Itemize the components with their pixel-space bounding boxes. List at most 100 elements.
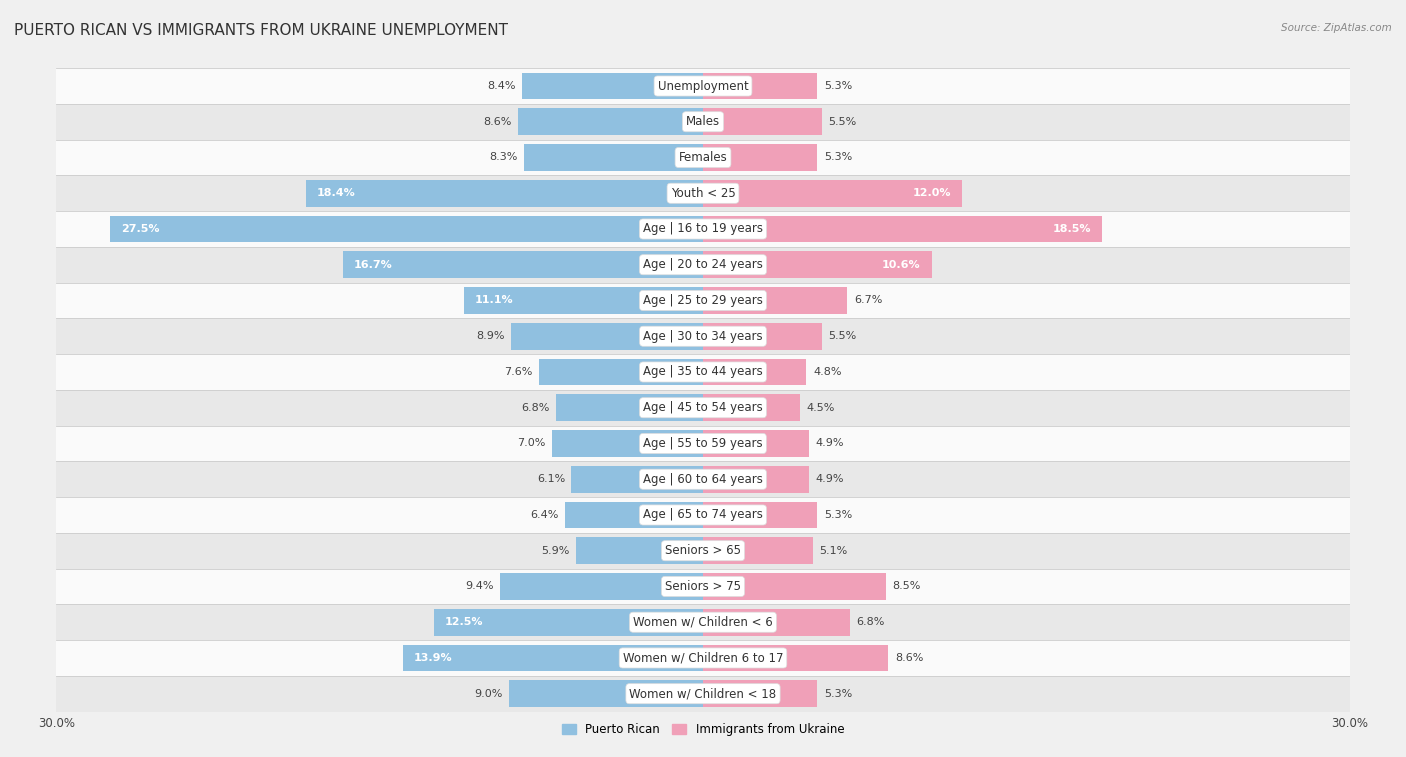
Text: Source: ZipAtlas.com: Source: ZipAtlas.com xyxy=(1281,23,1392,33)
Text: 12.5%: 12.5% xyxy=(444,617,482,628)
Text: 4.5%: 4.5% xyxy=(807,403,835,413)
Bar xyxy=(56,282,1350,319)
Text: 5.5%: 5.5% xyxy=(828,117,856,126)
Text: 8.6%: 8.6% xyxy=(482,117,512,126)
Text: 5.3%: 5.3% xyxy=(824,510,852,520)
Text: 5.9%: 5.9% xyxy=(541,546,569,556)
Text: 6.8%: 6.8% xyxy=(522,403,550,413)
Bar xyxy=(703,644,889,671)
Text: Women w/ Children < 6: Women w/ Children < 6 xyxy=(633,615,773,629)
Text: 11.1%: 11.1% xyxy=(474,295,513,306)
Bar xyxy=(703,108,821,136)
Bar xyxy=(553,430,703,457)
Bar xyxy=(56,354,1350,390)
Text: 8.9%: 8.9% xyxy=(477,332,505,341)
Bar xyxy=(522,73,703,99)
Text: 9.4%: 9.4% xyxy=(465,581,494,591)
Bar xyxy=(56,676,1350,712)
Bar xyxy=(464,287,703,314)
Bar xyxy=(56,319,1350,354)
Bar xyxy=(703,251,932,278)
Text: 8.5%: 8.5% xyxy=(893,581,921,591)
Text: Age | 55 to 59 years: Age | 55 to 59 years xyxy=(643,437,763,450)
Text: 5.1%: 5.1% xyxy=(820,546,848,556)
Bar xyxy=(703,322,821,350)
Bar xyxy=(56,139,1350,176)
Text: 12.0%: 12.0% xyxy=(912,188,950,198)
Bar xyxy=(703,681,817,707)
Bar xyxy=(56,247,1350,282)
Text: Age | 45 to 54 years: Age | 45 to 54 years xyxy=(643,401,763,414)
Bar xyxy=(703,359,807,385)
Bar xyxy=(703,502,817,528)
Bar xyxy=(703,537,813,564)
Text: 6.4%: 6.4% xyxy=(530,510,558,520)
Bar xyxy=(56,68,1350,104)
Bar xyxy=(110,216,703,242)
Bar xyxy=(56,176,1350,211)
Bar xyxy=(56,569,1350,604)
Bar xyxy=(571,466,703,493)
Text: 18.5%: 18.5% xyxy=(1053,224,1091,234)
Text: 6.8%: 6.8% xyxy=(856,617,884,628)
Text: Youth < 25: Youth < 25 xyxy=(671,187,735,200)
Bar xyxy=(56,461,1350,497)
Bar xyxy=(703,144,817,171)
Bar xyxy=(565,502,703,528)
Text: 27.5%: 27.5% xyxy=(121,224,159,234)
Bar xyxy=(307,180,703,207)
Bar xyxy=(501,573,703,600)
Text: 6.1%: 6.1% xyxy=(537,474,565,484)
Text: 4.8%: 4.8% xyxy=(813,367,841,377)
Bar xyxy=(538,359,703,385)
Text: Age | 20 to 24 years: Age | 20 to 24 years xyxy=(643,258,763,271)
Text: 13.9%: 13.9% xyxy=(415,653,453,663)
Text: 7.0%: 7.0% xyxy=(517,438,546,448)
Bar xyxy=(517,108,703,136)
Bar xyxy=(56,104,1350,139)
Bar xyxy=(56,497,1350,533)
Bar xyxy=(703,287,848,314)
Legend: Puerto Rican, Immigrants from Ukraine: Puerto Rican, Immigrants from Ukraine xyxy=(557,718,849,741)
Bar xyxy=(433,609,703,636)
Text: Seniors > 75: Seniors > 75 xyxy=(665,580,741,593)
Bar xyxy=(56,390,1350,425)
Text: Age | 65 to 74 years: Age | 65 to 74 years xyxy=(643,509,763,522)
Bar xyxy=(56,425,1350,461)
Bar xyxy=(576,537,703,564)
Text: 4.9%: 4.9% xyxy=(815,474,844,484)
Text: Women w/ Children 6 to 17: Women w/ Children 6 to 17 xyxy=(623,652,783,665)
Bar xyxy=(703,180,962,207)
Bar xyxy=(343,251,703,278)
Bar xyxy=(524,144,703,171)
Bar xyxy=(56,533,1350,569)
Text: Age | 35 to 44 years: Age | 35 to 44 years xyxy=(643,366,763,378)
Text: 5.5%: 5.5% xyxy=(828,332,856,341)
Text: 10.6%: 10.6% xyxy=(882,260,921,269)
Text: 5.3%: 5.3% xyxy=(824,81,852,91)
Text: 5.3%: 5.3% xyxy=(824,152,852,163)
Text: 16.7%: 16.7% xyxy=(354,260,392,269)
Bar xyxy=(703,430,808,457)
Text: Age | 60 to 64 years: Age | 60 to 64 years xyxy=(643,472,763,486)
Bar xyxy=(703,609,849,636)
Bar xyxy=(509,681,703,707)
Bar xyxy=(557,394,703,421)
Bar xyxy=(703,73,817,99)
Bar xyxy=(703,394,800,421)
Text: 4.9%: 4.9% xyxy=(815,438,844,448)
Bar xyxy=(404,644,703,671)
Bar xyxy=(56,604,1350,640)
Bar xyxy=(56,640,1350,676)
Text: Age | 16 to 19 years: Age | 16 to 19 years xyxy=(643,223,763,235)
Text: Seniors > 65: Seniors > 65 xyxy=(665,544,741,557)
Bar xyxy=(703,573,886,600)
Text: 8.6%: 8.6% xyxy=(894,653,924,663)
Text: 7.6%: 7.6% xyxy=(505,367,533,377)
Text: 8.4%: 8.4% xyxy=(486,81,516,91)
Text: Females: Females xyxy=(679,151,727,164)
Text: 8.3%: 8.3% xyxy=(489,152,517,163)
Bar xyxy=(703,466,808,493)
Text: Males: Males xyxy=(686,115,720,128)
Text: 18.4%: 18.4% xyxy=(318,188,356,198)
